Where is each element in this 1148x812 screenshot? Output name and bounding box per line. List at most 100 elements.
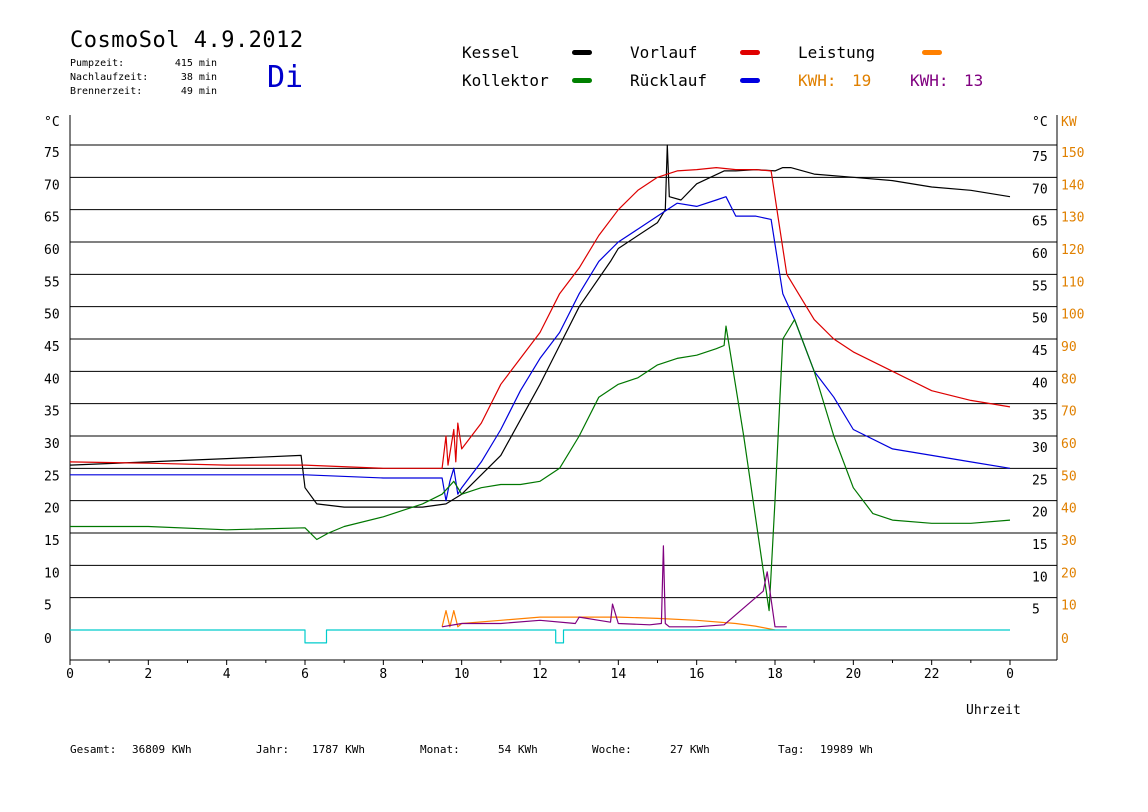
y-axis-unit-right: °C bbox=[1032, 115, 1048, 130]
y-tick-label-left: 75 bbox=[44, 146, 60, 161]
footer-gesamt-label: Gesamt: bbox=[70, 743, 117, 756]
footer-jahr-label: Jahr: bbox=[256, 743, 290, 756]
x-tick-label: 20 bbox=[846, 667, 862, 682]
y-tick-label-left: 10 bbox=[44, 566, 60, 581]
y-tick-label-right: 5 bbox=[1032, 603, 1040, 618]
y-tick-label-right: 75 bbox=[1032, 150, 1048, 165]
x-tick-label: 10 bbox=[454, 667, 470, 682]
kw-tick-label: 0 bbox=[1061, 632, 1069, 647]
kw-tick-label: 30 bbox=[1061, 534, 1077, 549]
series-line-pumpe bbox=[70, 629, 1010, 644]
footer-tag-label: Tag: bbox=[778, 743, 805, 756]
kw-tick-label: 50 bbox=[1061, 469, 1077, 484]
y-tick-label-left: 35 bbox=[44, 405, 60, 420]
x-tick-label: 16 bbox=[689, 667, 705, 682]
legend-ruecklauf-swatch bbox=[740, 78, 760, 83]
x-axis-label: Uhrzeit bbox=[966, 703, 1021, 718]
footer-woche-label: Woche: bbox=[592, 743, 632, 756]
y-tick-label-left: 0 bbox=[44, 632, 52, 647]
y-tick-label-right: 20 bbox=[1032, 506, 1048, 521]
stat-value-pumpzeit: 415 min bbox=[174, 58, 217, 69]
footer-tag-value: 19989 Wh bbox=[820, 743, 873, 756]
stat-value-brennerzeit: 49 min bbox=[180, 86, 217, 97]
kw-tick-label: 130 bbox=[1061, 211, 1084, 226]
stat-label-brennerzeit: Brennerzeit: bbox=[70, 86, 143, 97]
y-tick-label-right: 10 bbox=[1032, 570, 1048, 585]
x-tick-label: 2 bbox=[144, 667, 152, 682]
kw-tick-label: 110 bbox=[1061, 275, 1084, 290]
footer-woche-value: 27 KWh bbox=[670, 743, 710, 756]
y-tick-label-right: 60 bbox=[1032, 247, 1048, 262]
x-tick-label: 0 bbox=[1006, 667, 1014, 682]
legend-leistung-swatch bbox=[922, 50, 942, 55]
stat-label-nachlaufzeit: Nachlaufzeit: bbox=[70, 72, 149, 83]
y-tick-label-right: 50 bbox=[1032, 312, 1048, 327]
y-tick-label-left: 70 bbox=[44, 178, 60, 193]
kwh-purple-value: 13 bbox=[964, 71, 984, 90]
kwh-purple-label: KWH: bbox=[910, 71, 949, 90]
kw-tick-label: 10 bbox=[1061, 599, 1077, 614]
kw-tick-label: 90 bbox=[1061, 340, 1077, 355]
y-tick-label-right: 25 bbox=[1032, 473, 1048, 488]
kwh-orange-value: 19 bbox=[852, 71, 872, 90]
x-tick-label: 8 bbox=[379, 667, 387, 682]
kw-axis-unit: KW bbox=[1061, 115, 1077, 130]
legend-ruecklauf-label: Rücklauf bbox=[630, 71, 708, 90]
y-tick-label-left: 40 bbox=[44, 372, 60, 387]
kw-tick-label: 80 bbox=[1061, 372, 1077, 387]
y-tick-label-left: 50 bbox=[44, 308, 60, 323]
y-tick-label-left: 65 bbox=[44, 211, 60, 226]
stat-label-pumpzeit: Pumpzeit: bbox=[70, 58, 125, 69]
kw-tick-label: 20 bbox=[1061, 566, 1077, 581]
series-line-kessel bbox=[69, 144, 1011, 508]
y-tick-label-left: 25 bbox=[44, 469, 60, 484]
series-line-kollektor bbox=[70, 319, 1011, 612]
y-tick-label-left: 15 bbox=[44, 534, 60, 549]
legend-vorlauf-label: Vorlauf bbox=[630, 43, 698, 62]
y-tick-label-left: 30 bbox=[44, 437, 60, 452]
kwh-orange-label: KWH: bbox=[798, 71, 837, 90]
x-tick-label: 14 bbox=[611, 667, 627, 682]
legend-kollektor-swatch bbox=[572, 78, 592, 83]
kw-tick-label: 40 bbox=[1061, 502, 1077, 517]
chart-title: CosmoSol 4.9.2012 bbox=[70, 28, 304, 53]
kw-tick-label: 70 bbox=[1061, 405, 1077, 420]
legend-kollektor-label: Kollektor bbox=[462, 71, 549, 90]
y-tick-label-right: 40 bbox=[1032, 376, 1048, 391]
kw-tick-label: 150 bbox=[1061, 146, 1084, 161]
y-tick-label-right: 45 bbox=[1032, 344, 1048, 359]
footer-gesamt-value: 36809 KWh bbox=[132, 743, 192, 756]
x-tick-label: 18 bbox=[767, 667, 783, 682]
y-tick-label-right: 65 bbox=[1032, 215, 1048, 230]
y-tick-label-left: 5 bbox=[44, 599, 52, 614]
x-tick-label: 0 bbox=[66, 667, 74, 682]
y-axis-unit-left: °C bbox=[44, 115, 60, 130]
series-line-vorlauf bbox=[69, 167, 1011, 469]
series-line-leistung bbox=[441, 609, 776, 631]
kw-tick-label: 100 bbox=[1061, 308, 1084, 323]
legend-leistung-label: Leistung bbox=[798, 43, 876, 62]
legend-kessel-swatch bbox=[572, 50, 592, 55]
kw-tick-label: 60 bbox=[1061, 437, 1077, 452]
x-tick-label: 22 bbox=[924, 667, 940, 682]
legend-vorlauf-swatch bbox=[740, 50, 760, 55]
x-tick-label: 4 bbox=[223, 667, 231, 682]
stat-value-nachlaufzeit: 38 min bbox=[180, 72, 217, 83]
y-tick-label-left: 20 bbox=[44, 502, 60, 517]
series-line-kw-purple bbox=[442, 545, 787, 628]
kw-tick-label: 120 bbox=[1061, 243, 1084, 258]
y-tick-label-right: 70 bbox=[1032, 182, 1048, 197]
y-tick-label-left: 55 bbox=[44, 275, 60, 290]
y-tick-label-right: 55 bbox=[1032, 279, 1048, 294]
footer-monat-label: Monat: bbox=[420, 743, 460, 756]
x-tick-label: 6 bbox=[301, 667, 309, 682]
day-name: Di bbox=[267, 60, 304, 95]
footer-jahr-value: 1787 KWh bbox=[312, 743, 365, 756]
y-tick-label-right: 35 bbox=[1032, 409, 1048, 424]
y-tick-label-right: 15 bbox=[1032, 538, 1048, 553]
y-tick-label-left: 60 bbox=[44, 243, 60, 258]
legend-kessel-label: Kessel bbox=[462, 43, 520, 62]
y-tick-label-left: 45 bbox=[44, 340, 60, 355]
x-tick-label: 12 bbox=[532, 667, 548, 682]
